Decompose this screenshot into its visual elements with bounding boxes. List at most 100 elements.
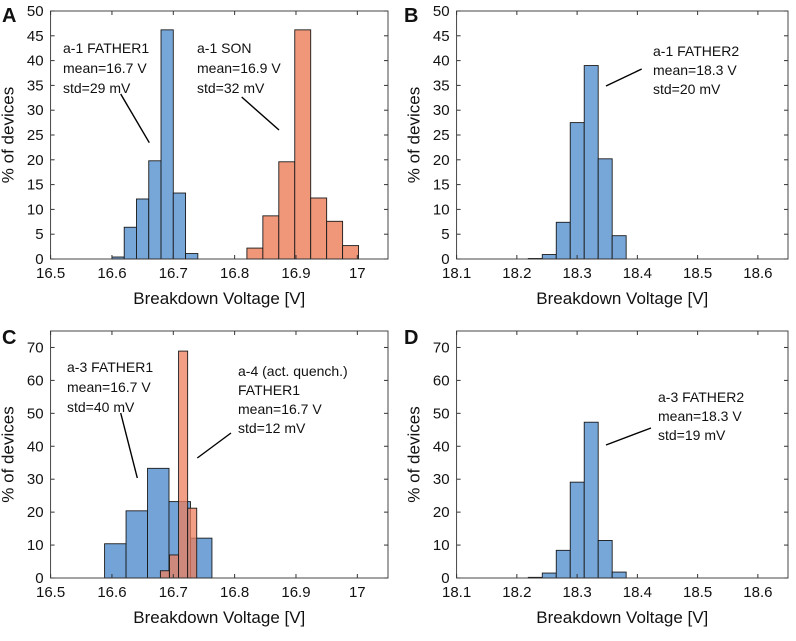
annotation-text: std=40 mV xyxy=(67,399,135,415)
histogram-bar xyxy=(343,246,359,259)
x-tick-label: 18.6 xyxy=(743,265,772,282)
y-tick-label: 25 xyxy=(27,127,44,144)
y-tick-label: 40 xyxy=(27,438,44,455)
y-axis-label: % of devices xyxy=(405,87,424,183)
y-tick-label: 10 xyxy=(433,201,450,218)
x-tick-label: 18.3 xyxy=(563,265,592,282)
y-tick-label: 10 xyxy=(433,537,450,554)
annotation-text: std=32 mV xyxy=(197,80,265,96)
x-axis-label: Breakdown Voltage [V] xyxy=(536,289,708,308)
annotation-text: std=29 mV xyxy=(63,80,131,96)
annotation-text: FATHER1 xyxy=(238,382,300,398)
histogram-bar xyxy=(149,161,161,259)
x-tick-label: 18.6 xyxy=(743,584,772,601)
y-tick-label: 45 xyxy=(27,28,44,45)
annotation-text: mean=16.7 V xyxy=(238,401,322,417)
panel-letter: C xyxy=(2,327,16,349)
y-tick-label: 5 xyxy=(441,226,449,243)
y-tick-label: 20 xyxy=(27,152,44,169)
y-tick-label: 60 xyxy=(27,372,44,389)
panel-letter: D xyxy=(404,327,418,349)
histogram-bar xyxy=(105,544,126,578)
annotation-text: a-1 FATHER1 xyxy=(63,40,149,56)
x-tick-label: 16.8 xyxy=(220,584,249,601)
histogram-bar xyxy=(186,254,198,259)
histogram-bar xyxy=(169,555,178,578)
x-tick-label: 16.7 xyxy=(159,265,188,282)
y-tick-label: 20 xyxy=(27,504,44,521)
y-tick-label: 70 xyxy=(27,339,44,356)
x-axis-label: Breakdown Voltage [V] xyxy=(133,608,305,627)
histogram-bar xyxy=(247,248,263,259)
y-tick-label: 45 xyxy=(433,28,450,45)
x-tick-label: 16.9 xyxy=(281,265,310,282)
histogram-bar xyxy=(126,511,147,578)
histogram-bar xyxy=(124,227,136,259)
histogram-bar xyxy=(263,216,279,259)
annotation-text: mean=18.3 V xyxy=(658,408,742,424)
y-tick-label: 35 xyxy=(27,77,44,94)
histogram-bar xyxy=(173,193,185,259)
y-tick-label: 10 xyxy=(27,537,44,554)
x-tick-label: 18.2 xyxy=(502,584,531,601)
y-tick-label: 15 xyxy=(433,177,450,194)
y-tick-label: 70 xyxy=(433,339,450,356)
x-tick-label: 18.3 xyxy=(563,584,592,601)
y-axis-label: % of devices xyxy=(405,406,424,502)
histogram-bar xyxy=(161,30,173,259)
y-tick-label: 0 xyxy=(441,570,449,587)
y-tick-label: 40 xyxy=(433,53,450,70)
x-tick-label: 16.7 xyxy=(159,584,188,601)
y-tick-label: 40 xyxy=(433,438,450,455)
x-tick-label: 18.4 xyxy=(623,265,652,282)
annotation-text: a-1 SON xyxy=(197,40,251,56)
y-tick-label: 15 xyxy=(27,177,44,194)
annotation-text: std=20 mV xyxy=(653,81,721,97)
histogram-bar xyxy=(295,30,311,259)
x-tick-label: 18.5 xyxy=(683,265,712,282)
y-tick-label: 30 xyxy=(433,471,450,488)
histogram-bar xyxy=(584,422,598,578)
annotation-text: a-3 FATHER2 xyxy=(658,389,744,405)
y-tick-label: 5 xyxy=(35,226,43,243)
y-tick-label: 60 xyxy=(433,372,450,389)
y-axis-label: % of devices xyxy=(0,406,18,502)
histogram-bar xyxy=(136,199,148,259)
y-tick-label: 0 xyxy=(441,251,449,268)
histogram-bar xyxy=(279,162,295,259)
x-tick-label: 18.2 xyxy=(502,265,531,282)
y-tick-label: 30 xyxy=(433,102,450,119)
histogram-bar xyxy=(556,222,570,259)
x-tick-label: 18.5 xyxy=(683,584,712,601)
y-tick-label: 0 xyxy=(35,251,43,268)
histogram-bar xyxy=(556,550,570,578)
y-tick-label: 10 xyxy=(27,201,44,218)
histogram-bar xyxy=(542,573,556,578)
histogram-bar xyxy=(612,236,626,259)
x-tick-label: 16.8 xyxy=(220,265,249,282)
y-tick-label: 30 xyxy=(27,471,44,488)
y-tick-label: 20 xyxy=(433,504,450,521)
histogram-bar xyxy=(311,198,327,259)
x-tick-label: 16.9 xyxy=(281,584,310,601)
y-tick-label: 30 xyxy=(27,102,44,119)
x-axis-label: Breakdown Voltage [V] xyxy=(536,608,708,627)
histogram-bar xyxy=(612,572,626,578)
annotation-text: a-4 (act. quench.) xyxy=(238,363,348,379)
histogram-bar xyxy=(148,468,169,578)
histogram-bar xyxy=(327,221,343,259)
y-tick-label: 50 xyxy=(433,405,450,422)
annotation-text: a-3 FATHER1 xyxy=(67,359,153,375)
panel-letter: B xyxy=(404,5,418,27)
annotation-text: std=19 mV xyxy=(658,427,726,443)
y-tick-label: 35 xyxy=(433,77,450,94)
y-tick-label: 40 xyxy=(27,53,44,70)
histogram-bar xyxy=(160,571,169,578)
histogram-bar xyxy=(570,482,584,578)
y-tick-label: 50 xyxy=(27,3,44,20)
histogram-bar xyxy=(179,351,188,578)
annotation-text: mean=16.7 V xyxy=(63,60,147,76)
